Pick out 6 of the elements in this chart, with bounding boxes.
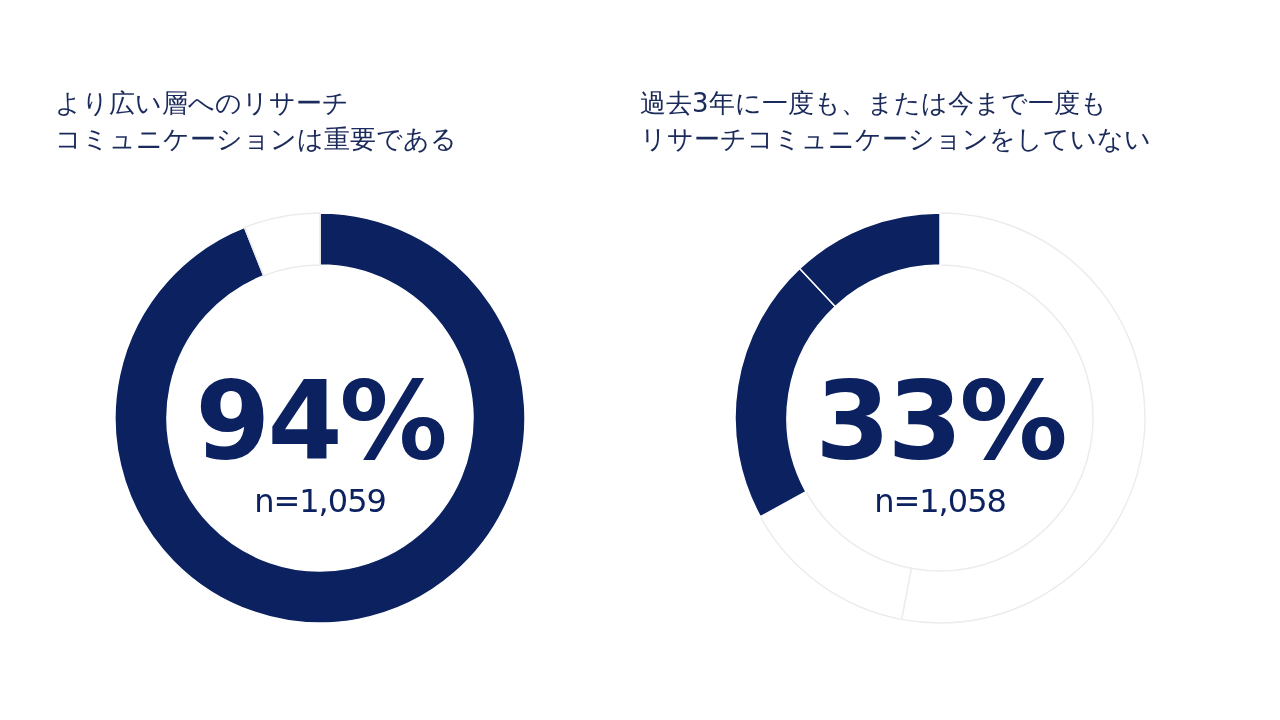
chart-title: より広い層へのリサーチコミュニケーションは重要である: [55, 88, 457, 154]
text: n=1,059: [254, 482, 386, 520]
chart-title: 過去3年に一度も、または今まで一度もリサーチコミュニケーションをしていない: [640, 88, 1151, 154]
text: 33%: [815, 358, 1065, 483]
text: n=1,058: [874, 482, 1006, 520]
text: 94%: [195, 358, 445, 483]
